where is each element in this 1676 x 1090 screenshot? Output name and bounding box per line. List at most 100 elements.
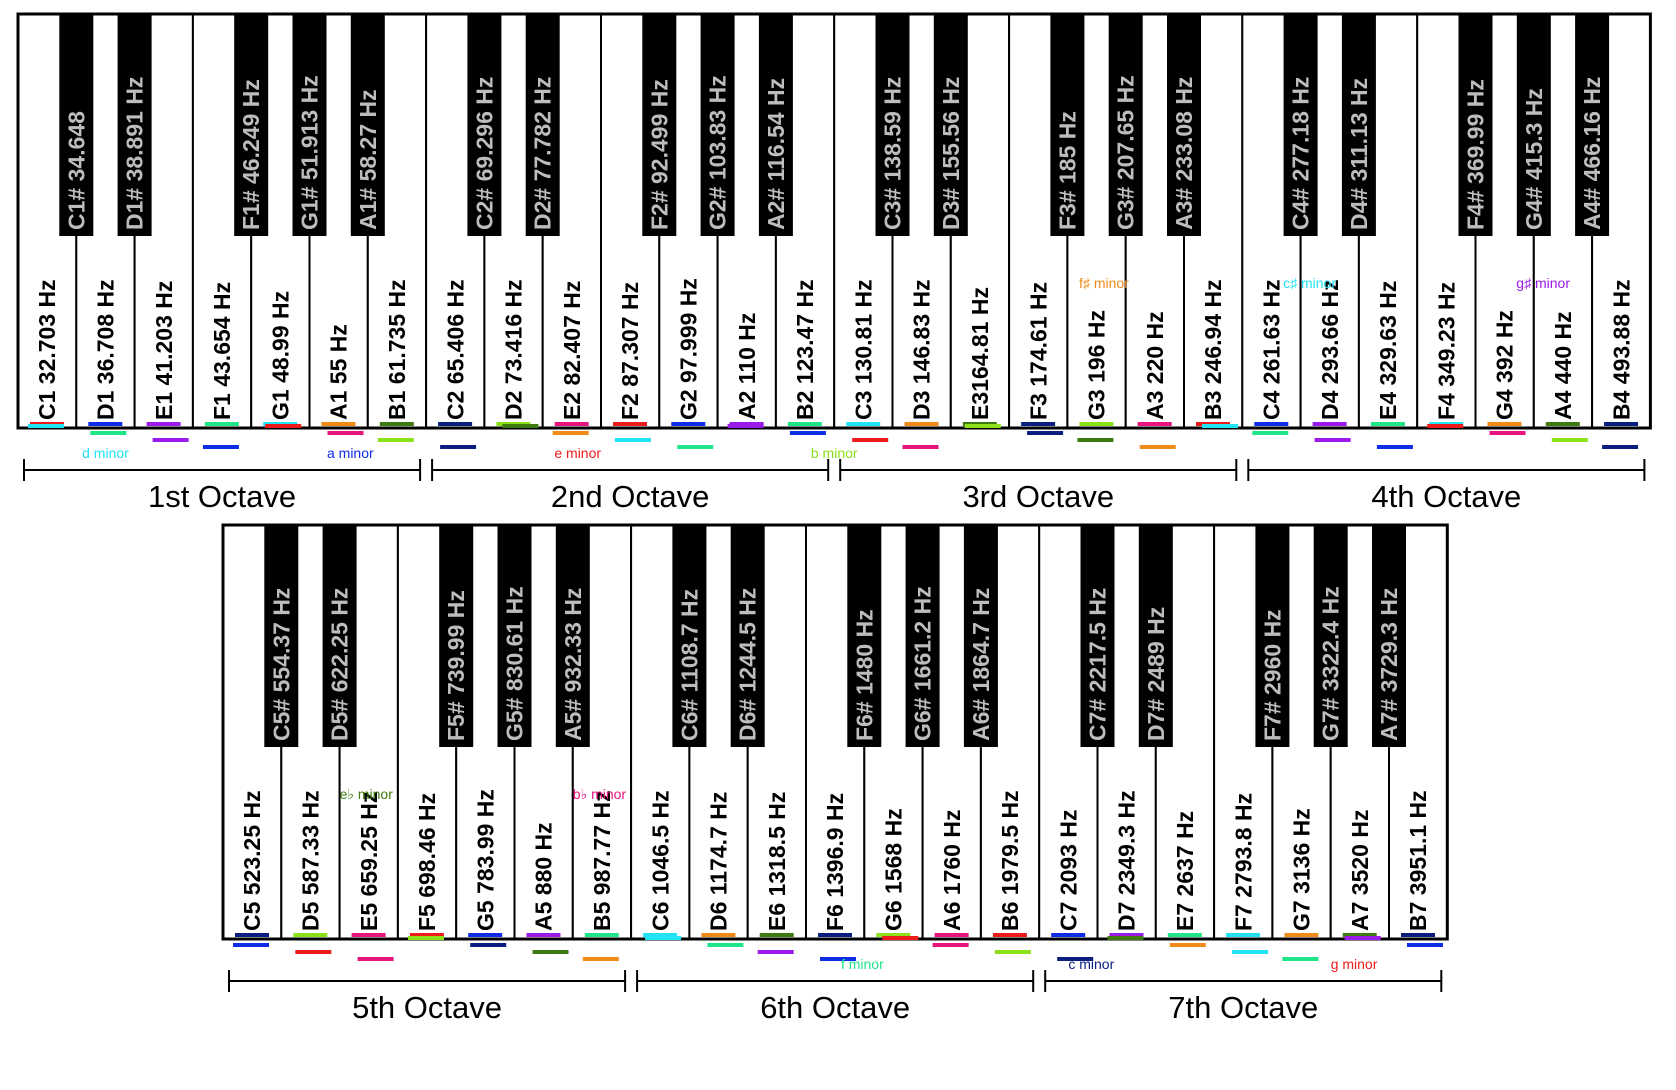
white-key-label: B3 246.94 Hz: [1200, 279, 1226, 420]
scale-mark: [1342, 933, 1377, 937]
keyboard-frame: [16, 12, 1652, 430]
scale-mark: [1489, 431, 1526, 435]
white-key-label: C5 523.25 Hz: [239, 790, 265, 931]
black-key-label: D4# 311.13 Hz: [1346, 78, 1372, 230]
scale-mark: [852, 438, 889, 442]
octave-label: 2nd Octave: [551, 479, 710, 514]
white-key-label: D5 587.33 Hz: [297, 790, 323, 931]
white-key-label: C7 2093 Hz: [1055, 810, 1081, 931]
white-key-label: G2 97.999 Hz: [675, 278, 701, 420]
white-key-label: A3 220 Hz: [1142, 311, 1168, 420]
black-key-label: C5# 554.37 Hz: [268, 588, 294, 741]
black-key: [1138, 525, 1173, 747]
scale-mark: [757, 950, 794, 954]
scale-mark: [1107, 936, 1144, 940]
black-key-label: F6# 1480 Hz: [851, 609, 877, 741]
black-key: [234, 14, 269, 236]
scale-mark: [438, 422, 473, 426]
scale-mark: [820, 957, 856, 961]
scale-mark: [1079, 422, 1114, 426]
black-key-label: F1# 46.249 Hz: [238, 79, 264, 230]
black-key-label: F5# 739.99 Hz: [443, 590, 469, 741]
octave-label: 4th Octave: [1371, 479, 1521, 514]
black-key-label: A7# 3729.3 Hz: [1376, 588, 1402, 741]
scale-mark: [321, 422, 356, 426]
scale-label: d minor: [82, 445, 129, 461]
scale-mark: [876, 933, 911, 937]
scale-mark: [1027, 431, 1064, 435]
black-key: [1372, 525, 1406, 747]
white-key-label: C6 1046.5 Hz: [647, 790, 673, 931]
white-key-label: C1 32.703 Hz: [34, 279, 60, 420]
scale-mark: [1139, 445, 1176, 449]
black-key-label: A6# 1864.7 Hz: [968, 588, 994, 741]
black-key-label: A2# 116.54 Hz: [763, 78, 789, 230]
white-key-label: D4 293.66 Hz: [1317, 279, 1343, 420]
white-key-label: F3 174.61 Hz: [1025, 282, 1051, 420]
scale-mark: [1314, 438, 1351, 442]
scale-mark: [882, 936, 919, 940]
scale-mark: [554, 422, 589, 426]
scale-mark: [759, 933, 794, 937]
scale-mark: [552, 431, 589, 435]
scale-mark: [1284, 933, 1319, 937]
black-key-label: C7# 2217.5 Hz: [1085, 588, 1111, 741]
scale-mark: [295, 950, 332, 954]
octave-label: 3rd Octave: [962, 479, 1114, 514]
black-key: [555, 525, 590, 747]
black-key: [1458, 14, 1493, 236]
scale-mark: [88, 422, 123, 426]
black-key: [1283, 14, 1318, 236]
white-key-label: B7 3951.1 Hz: [1405, 790, 1431, 931]
white-key-label: E1 41.203 Hz: [151, 281, 177, 420]
scale-mark: [502, 424, 539, 428]
scale-mark: [1551, 438, 1588, 442]
scale-mark: [964, 424, 1001, 428]
octave-label: 6th Octave: [760, 990, 910, 1025]
white-key-label: B5 987.77 Hz: [589, 790, 615, 931]
black-key: [439, 525, 474, 747]
black-key-label: C6# 1108.7 Hz: [676, 589, 702, 741]
scale-mark: [818, 933, 852, 937]
black-key-label: A4# 466.16 Hz: [1579, 77, 1605, 230]
scale-mark: [440, 445, 477, 449]
scale-label: c minor: [1068, 956, 1114, 972]
white-key-label: F4 349.23 Hz: [1433, 282, 1459, 420]
scale-label: c♯ minor: [1283, 275, 1336, 291]
black-key-label: A5# 932.33 Hz: [560, 588, 586, 741]
scale-mark: [1254, 422, 1289, 426]
black-key-label: F7# 2960 Hz: [1259, 609, 1285, 741]
scale-mark: [707, 943, 744, 947]
black-key-label: G7# 3322.4 Hz: [1318, 586, 1344, 741]
scale-mark: [932, 943, 969, 947]
scale-mark: [1604, 422, 1639, 426]
black-key: [642, 14, 677, 236]
keyboard-lower: C5 523.25 Hz D5 587.33 Hz E5 659.25 Hz F5 6…: [221, 523, 1449, 1025]
scale-mark: [233, 943, 269, 947]
white-key-label: C4 261.63 Hz: [1258, 279, 1284, 420]
black-key: [1167, 14, 1201, 236]
black-key: [467, 14, 502, 236]
white-key-label: B6 1979.5 Hz: [997, 790, 1023, 931]
scale-mark: [468, 933, 503, 937]
scale-mark: [1312, 422, 1347, 426]
white-key-label: D3 146.83 Hz: [909, 279, 935, 420]
white-key-label: F1 43.654 Hz: [209, 282, 235, 420]
black-key: [758, 14, 793, 236]
scale-mark: [1051, 933, 1086, 937]
scale-mark: [1407, 943, 1443, 947]
scale-mark: [789, 431, 826, 435]
scale-mark: [902, 445, 939, 449]
scale-mark: [701, 933, 736, 937]
white-key-label: F7 2793.8 Hz: [1230, 793, 1256, 931]
scale-mark: [904, 422, 939, 426]
scale-mark: [994, 950, 1031, 954]
scale-mark: [28, 424, 64, 428]
scale-mark: [379, 422, 414, 426]
scale-mark: [351, 933, 386, 937]
scale-mark: [787, 422, 822, 426]
white-key-label: C3 130.81 Hz: [850, 279, 876, 420]
black-key: [875, 14, 910, 236]
scale-label: e minor: [554, 445, 601, 461]
black-key: [672, 525, 707, 747]
